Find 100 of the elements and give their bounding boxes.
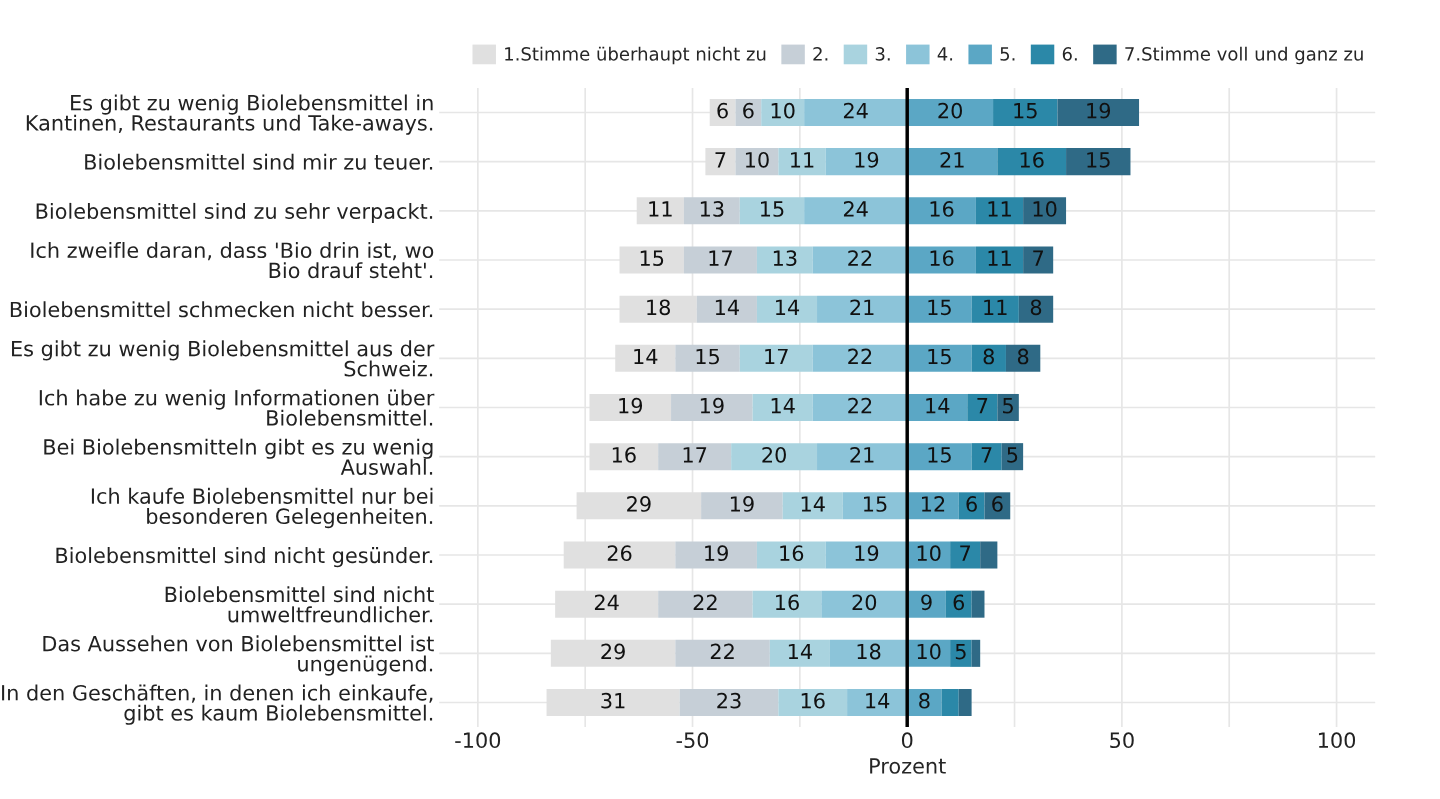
data-label: 21 bbox=[940, 151, 964, 168]
bar bbox=[658, 443, 732, 471]
data-label: 14 bbox=[771, 398, 795, 414]
y-tick-label: Es gibt zu wenig Biolebensmittel aus der Schweiz. bbox=[12, 340, 435, 377]
data-label: 7 bbox=[715, 152, 726, 168]
bar bbox=[950, 541, 981, 569]
data-label: 14 bbox=[634, 348, 658, 365]
legend-label: 6. bbox=[1062, 47, 1077, 61]
data-label: 22 bbox=[848, 250, 872, 266]
y-tick-label: Ich zweifle daran, dass 'Bio drin ist, wo Bio drauf steht'. bbox=[31, 241, 434, 279]
x-tick-label: 100 bbox=[1318, 732, 1356, 749]
bar bbox=[675, 639, 770, 667]
data-label: 5 bbox=[955, 643, 966, 660]
bar bbox=[756, 246, 813, 274]
data-label: 15 bbox=[640, 250, 664, 267]
data-label: 23 bbox=[717, 692, 741, 709]
data-label: 13 bbox=[773, 250, 797, 267]
bar bbox=[761, 98, 805, 126]
data-label: 31 bbox=[601, 692, 625, 709]
bar bbox=[671, 393, 753, 422]
bar bbox=[812, 393, 908, 422]
data-label: 15 bbox=[928, 299, 951, 316]
bar bbox=[739, 344, 813, 372]
bar bbox=[829, 639, 908, 667]
bar bbox=[696, 295, 757, 323]
data-label: 15 bbox=[696, 348, 719, 365]
bar bbox=[731, 443, 818, 471]
data-label: 15 bbox=[928, 348, 951, 365]
bar bbox=[817, 295, 908, 323]
data-label: 20 bbox=[938, 102, 963, 119]
data-label: 9 bbox=[921, 594, 932, 611]
bar bbox=[817, 443, 908, 471]
bar bbox=[997, 148, 1067, 176]
bar bbox=[1023, 246, 1054, 274]
x-tick-label: -100 bbox=[455, 732, 501, 749]
data-label: 18 bbox=[647, 299, 670, 316]
data-label: 5 bbox=[1003, 398, 1013, 414]
bar bbox=[971, 344, 1006, 372]
data-label: 16 bbox=[776, 594, 799, 611]
legend-label: 5. bbox=[1000, 47, 1015, 61]
data-label: 10 bbox=[917, 643, 941, 660]
data-label: 15 bbox=[864, 496, 887, 512]
data-label: 19 bbox=[855, 151, 879, 168]
bar bbox=[950, 639, 972, 667]
bar bbox=[907, 295, 972, 323]
bar bbox=[825, 541, 908, 569]
bar bbox=[975, 197, 1024, 225]
bar bbox=[941, 688, 959, 717]
bar bbox=[778, 688, 848, 717]
bar bbox=[675, 541, 757, 569]
bar bbox=[752, 393, 813, 422]
x-tick-label: -50 bbox=[676, 732, 709, 749]
x-tick-label: 0 bbox=[901, 732, 913, 749]
data-label: 14 bbox=[776, 299, 800, 315]
data-label: 16 bbox=[612, 446, 636, 463]
bar bbox=[958, 688, 972, 717]
data-label: 7 bbox=[977, 398, 988, 414]
data-label: 15 bbox=[928, 447, 951, 463]
data-label: 14 bbox=[801, 496, 825, 512]
data-label: 10 bbox=[771, 102, 795, 119]
bar bbox=[971, 590, 985, 618]
data-label: 6 bbox=[717, 102, 728, 119]
data-label: 17 bbox=[683, 447, 707, 463]
bar bbox=[967, 393, 998, 422]
bar bbox=[782, 492, 843, 520]
data-label: 5 bbox=[1007, 447, 1018, 463]
bar bbox=[769, 639, 830, 667]
bar bbox=[804, 98, 908, 126]
data-label: 7 bbox=[1033, 250, 1043, 266]
data-label: 10 bbox=[917, 545, 941, 562]
data-label: 11 bbox=[791, 152, 814, 168]
y-tick-label: Biolebensmittel sind mir zu teuer. bbox=[85, 153, 433, 170]
legend-label: 4. bbox=[937, 47, 953, 61]
data-label: 22 bbox=[693, 594, 717, 610]
y-tick-label: Biolebensmittel sind nicht umweltfreundlicher. bbox=[165, 586, 434, 623]
data-label: 19 bbox=[619, 397, 643, 414]
bar bbox=[971, 639, 981, 667]
data-label: 8 bbox=[919, 692, 930, 709]
data-label: 20 bbox=[762, 446, 786, 463]
y-tick-label: Biolebensmittel sind nicht gesünder. bbox=[56, 547, 433, 568]
data-label: 15 bbox=[760, 201, 784, 217]
bar bbox=[971, 295, 1019, 323]
data-label: 11 bbox=[988, 250, 1011, 266]
bar bbox=[971, 443, 1002, 471]
data-label: 17 bbox=[709, 250, 732, 266]
bar bbox=[812, 344, 908, 372]
y-tick-label: Biolebensmittel schmecken nicht besser. bbox=[10, 301, 433, 318]
data-label: 7 bbox=[960, 545, 971, 561]
legend-label: 2. bbox=[813, 47, 828, 61]
data-label: 16 bbox=[1020, 151, 1044, 168]
data-label: 7 bbox=[981, 447, 992, 463]
bar bbox=[739, 197, 805, 225]
bar bbox=[1018, 295, 1054, 323]
bar bbox=[907, 98, 994, 126]
x-axis-title: Prozent bbox=[870, 758, 946, 774]
bar bbox=[812, 246, 908, 274]
y-tick-label: Das Aussehen von Biolebensmittel ist ungenügend. bbox=[43, 635, 434, 676]
data-label: 12 bbox=[921, 496, 945, 512]
data-label: 24 bbox=[594, 594, 619, 610]
data-label: 22 bbox=[710, 643, 734, 660]
